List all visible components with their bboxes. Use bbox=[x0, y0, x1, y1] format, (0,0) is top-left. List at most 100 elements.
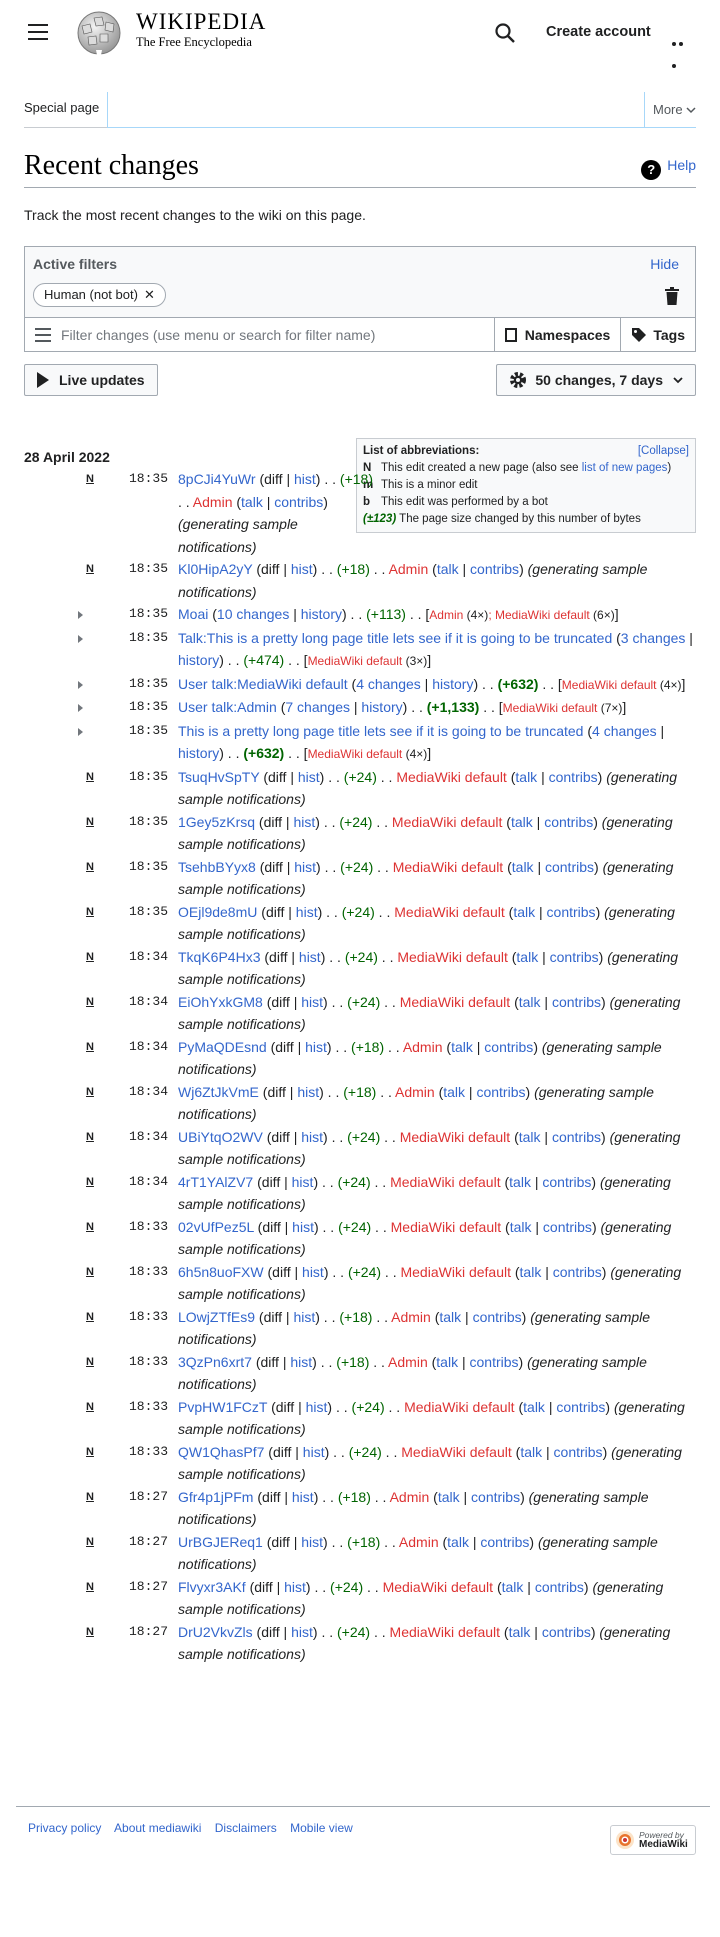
contribs-link[interactable]: contribs bbox=[551, 1128, 601, 1145]
contribs-link[interactable]: contribs bbox=[544, 858, 595, 875]
hist-link[interactable]: hist bbox=[294, 858, 317, 875]
expand-arrow-icon[interactable] bbox=[78, 634, 83, 643]
tab-special-page[interactable]: Special page bbox=[24, 100, 100, 115]
page-title-link[interactable]: UrBGJEReq1 bbox=[178, 1533, 263, 1550]
help-link[interactable]: ? Help bbox=[641, 154, 696, 180]
user-link[interactable]: MediaWiki default bbox=[397, 948, 508, 965]
contribs-link[interactable]: contribs bbox=[549, 948, 599, 965]
hist-link[interactable]: hist bbox=[302, 1443, 325, 1460]
talk-link[interactable]: talk bbox=[518, 1128, 541, 1145]
history-link[interactable]: history bbox=[361, 699, 403, 716]
talk-link[interactable]: talk bbox=[510, 813, 533, 830]
hist-link[interactable]: hist bbox=[305, 1398, 328, 1415]
user-link[interactable]: MediaWiki default bbox=[502, 701, 598, 716]
user-link[interactable]: Admin bbox=[391, 1308, 431, 1325]
powered-by-mediawiki-badge[interactable]: Powered by MediaWiki bbox=[610, 1825, 696, 1855]
user-link[interactable]: Admin bbox=[398, 1533, 439, 1550]
talk-link[interactable]: talk bbox=[437, 1488, 460, 1505]
page-title-link[interactable]: OEjl9de8mU bbox=[178, 903, 258, 920]
hist-link[interactable]: hist bbox=[295, 903, 318, 920]
contribs-link[interactable]: contribs bbox=[274, 493, 324, 510]
contribs-link[interactable]: contribs bbox=[556, 1398, 606, 1415]
user-link[interactable]: MediaWiki default bbox=[307, 654, 403, 669]
page-title-link[interactable]: UBiYtqO2WV bbox=[178, 1128, 263, 1145]
hist-link[interactable]: hist bbox=[291, 1488, 314, 1505]
contribs-link[interactable]: contribs bbox=[484, 1038, 534, 1055]
page-title-link[interactable]: Talk:This is a pretty long page title le… bbox=[178, 629, 613, 646]
history-link[interactable]: history bbox=[178, 745, 220, 762]
hist-link[interactable]: hist bbox=[284, 1578, 306, 1595]
page-title-link[interactable]: 3QzPn6xrt7 bbox=[178, 1353, 252, 1370]
disclaimers-link[interactable]: Disclaimers bbox=[214, 1821, 277, 1835]
user-link[interactable]: MediaWiki default bbox=[401, 1443, 512, 1460]
user-link[interactable]: Admin bbox=[389, 1488, 430, 1505]
talk-link[interactable]: talk bbox=[439, 1308, 462, 1325]
expand-arrow-icon[interactable] bbox=[78, 680, 83, 689]
hist-link[interactable]: hist bbox=[298, 948, 321, 965]
page-title-link[interactable]: LOwjZTfEs9 bbox=[178, 1308, 256, 1325]
user-link[interactable]: MediaWiki default bbox=[382, 1578, 494, 1595]
history-link[interactable]: history bbox=[432, 675, 474, 692]
contribs-link[interactable]: contribs bbox=[470, 561, 520, 578]
privacy-policy-link[interactable]: Privacy policy bbox=[28, 1821, 102, 1835]
hist-link[interactable]: hist bbox=[301, 1128, 324, 1145]
page-title-link[interactable]: Kl0HipA2yY bbox=[178, 561, 253, 578]
hist-link[interactable]: hist bbox=[301, 993, 324, 1010]
hist-link[interactable]: hist bbox=[297, 1083, 320, 1100]
legend-collapse-link[interactable]: [Collapse] bbox=[637, 445, 689, 458]
more-menu[interactable]: More bbox=[653, 100, 696, 121]
contribs-link[interactable]: contribs bbox=[476, 1083, 526, 1100]
contribs-link[interactable]: contribs bbox=[541, 1623, 591, 1640]
history-link[interactable]: history bbox=[178, 652, 220, 669]
user-link[interactable]: MediaWiki default bbox=[399, 993, 511, 1010]
page-title-link[interactable]: 1Gey5zKrsq bbox=[178, 813, 256, 830]
contribs-link[interactable]: contribs bbox=[548, 768, 598, 785]
talk-link[interactable]: talk bbox=[241, 493, 263, 510]
page-title-link[interactable]: User talk:MediaWiki default bbox=[178, 675, 348, 692]
hist-link[interactable]: hist bbox=[297, 768, 320, 785]
page-title-link[interactable]: Flvyxr3AKf bbox=[178, 1578, 246, 1595]
page-title-link[interactable]: QW1QhasPf7 bbox=[178, 1443, 265, 1460]
wordmark[interactable]: Wikipedia The Free Encyclopedia bbox=[136, 10, 266, 50]
page-title-link[interactable]: TkqK6P4Hx3 bbox=[178, 948, 261, 965]
create-account-link[interactable]: Create account bbox=[546, 24, 651, 40]
page-title-link[interactable]: 8pCJi4YuWr bbox=[178, 471, 256, 488]
user-link[interactable]: Admin bbox=[388, 561, 429, 578]
user-link[interactable]: Admin bbox=[395, 1083, 435, 1100]
contribs-link[interactable]: contribs bbox=[472, 1308, 522, 1325]
hist-link[interactable]: hist bbox=[293, 1308, 316, 1325]
contribs-link[interactable]: contribs bbox=[544, 813, 594, 830]
contribs-link[interactable]: contribs bbox=[553, 1443, 603, 1460]
page-title-link[interactable]: EiOhYxkGM8 bbox=[178, 993, 263, 1010]
user-link[interactable]: Admin bbox=[429, 608, 464, 623]
user-link[interactable]: MediaWiki default bbox=[307, 747, 403, 762]
user-link[interactable]: MediaWiki default bbox=[394, 903, 505, 920]
user-link[interactable]: MediaWiki default bbox=[390, 1218, 502, 1235]
user-link[interactable]: MediaWiki default bbox=[396, 768, 507, 785]
page-title-link[interactable]: TsehbBYyx8 bbox=[178, 858, 256, 875]
main-menu-icon[interactable] bbox=[28, 24, 48, 40]
user-link[interactable]: MediaWiki default bbox=[404, 1398, 515, 1415]
page-title-link[interactable]: 02vUfPez5L bbox=[178, 1218, 254, 1235]
user-link[interactable]: MediaWiki default bbox=[390, 1173, 501, 1190]
page-title-link[interactable]: TsuqHvSpTY bbox=[178, 768, 260, 785]
contribs-link[interactable]: contribs bbox=[469, 1353, 519, 1370]
talk-link[interactable]: talk bbox=[508, 1623, 531, 1640]
page-title-link[interactable]: PyMaQDEsnd bbox=[178, 1038, 267, 1055]
new-pages-link[interactable]: list of new pages bbox=[581, 462, 668, 475]
hist-link[interactable]: hist bbox=[290, 561, 313, 578]
live-updates-button[interactable]: Live updates bbox=[24, 364, 158, 397]
talk-link[interactable]: talk bbox=[523, 1398, 545, 1415]
talk-link[interactable]: talk bbox=[516, 948, 539, 965]
talk-link[interactable]: talk bbox=[518, 993, 541, 1010]
page-title-link[interactable]: User talk:Admin bbox=[178, 699, 277, 716]
user-link[interactable]: MediaWiki default bbox=[561, 677, 657, 692]
talk-link[interactable]: talk bbox=[436, 561, 459, 578]
hist-link[interactable]: hist bbox=[293, 471, 316, 488]
page-title-link[interactable]: Moai bbox=[178, 606, 209, 623]
user-link[interactable]: Admin bbox=[402, 1038, 443, 1055]
talk-link[interactable]: talk bbox=[511, 858, 534, 875]
contribs-link[interactable]: contribs bbox=[534, 1578, 584, 1595]
tags-button[interactable]: Tags bbox=[621, 318, 695, 351]
changes-link[interactable]: 4 changes bbox=[592, 722, 657, 739]
